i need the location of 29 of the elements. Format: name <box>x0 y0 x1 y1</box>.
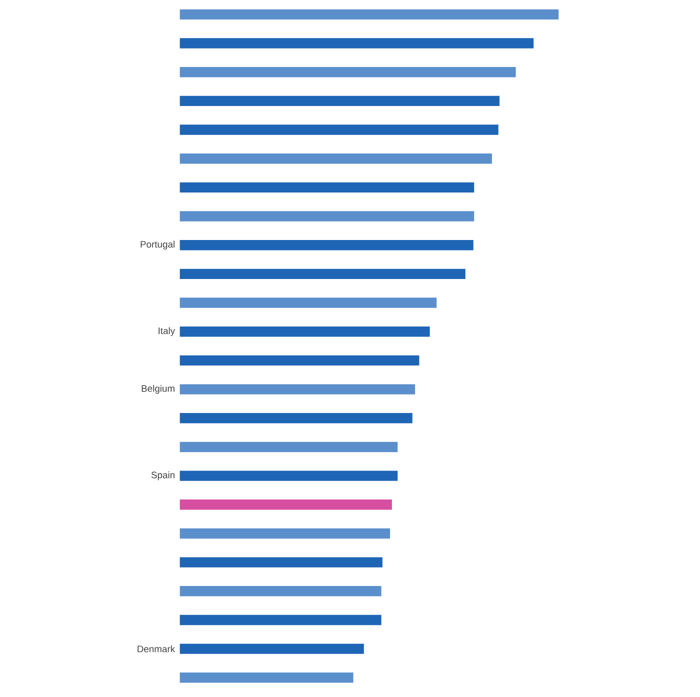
bar <box>180 182 474 193</box>
bar <box>180 500 392 510</box>
y-tick-label: Spain <box>151 471 174 480</box>
bar <box>180 470 398 481</box>
bar <box>180 96 500 106</box>
bar <box>180 298 437 308</box>
bar <box>180 211 474 222</box>
bar <box>180 528 390 539</box>
bar <box>180 442 398 452</box>
bar <box>180 268 466 280</box>
bar <box>180 672 354 683</box>
bar <box>180 326 430 337</box>
bar <box>180 384 416 394</box>
y-tick-label: Portugal <box>140 240 174 250</box>
bar <box>180 124 498 135</box>
y-tick-label: Belgium <box>142 384 174 394</box>
y-tick-label: Denmark <box>138 645 176 652</box>
bar <box>180 240 474 250</box>
bar <box>180 9 559 20</box>
bar <box>180 557 382 568</box>
bar <box>180 586 382 596</box>
bar <box>180 413 412 424</box>
bar <box>180 154 492 164</box>
bar <box>180 644 364 654</box>
bar <box>180 355 420 366</box>
bar <box>180 67 516 78</box>
bar <box>180 614 382 626</box>
bar <box>180 38 534 48</box>
y-tick-label: Italy <box>158 327 176 336</box>
